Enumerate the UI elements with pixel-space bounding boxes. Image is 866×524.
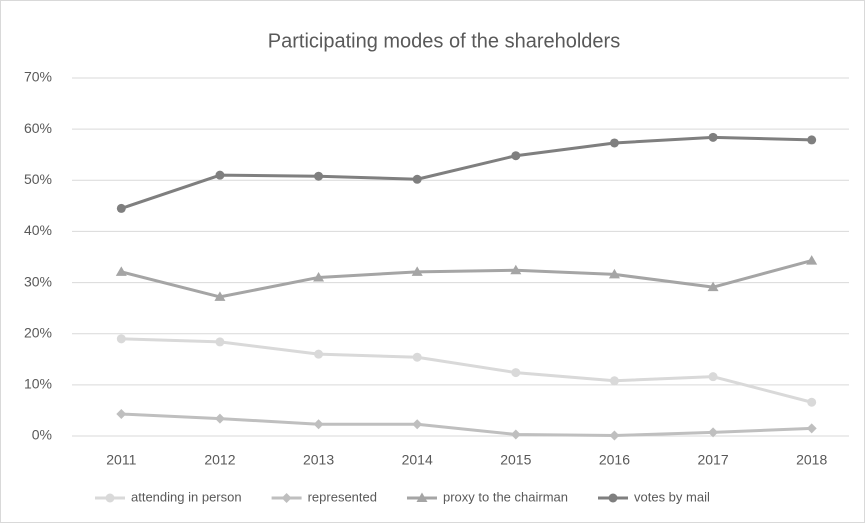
data-point [609,430,620,441]
data-point [115,266,127,276]
data-point [214,413,225,424]
x-tick-label: 2015 [500,452,531,468]
data-point [412,352,422,362]
data-point [116,334,126,344]
legend: attending in person represented proxy to t… [95,489,710,504]
x-tick-label: 2017 [697,452,728,468]
data-point [510,264,522,275]
data-point [411,266,423,276]
data-point [806,423,817,434]
data-point [511,368,521,378]
y-tick-label: 60% [24,120,52,136]
data-point [313,271,325,282]
x-tick-label: 2011 [106,452,136,468]
y-tick-label: 70% [24,69,52,85]
data-point [807,397,817,407]
data-point [215,170,225,180]
x-tick-label: 2012 [204,452,235,468]
data-point [608,268,620,279]
y-tick-label: 0% [32,427,52,443]
data-point [511,151,521,161]
series-line [120,259,813,299]
y-tick-label: 10% [24,376,52,392]
data-point [314,349,324,359]
y-tick-label: 20% [24,324,52,340]
data-point [510,429,521,440]
legend-label: attending in person [131,489,242,504]
legend-label: votes by mail [634,489,710,504]
data-point [214,291,226,301]
legend-label: proxy to the chairman [443,489,568,504]
data-point [412,419,423,430]
y-tick-label: 30% [24,273,52,289]
x-tick-label: 2013 [303,452,334,468]
data-point [707,281,719,292]
series-line [121,412,812,437]
data-point [215,337,225,347]
data-point [313,419,324,430]
series-line [120,135,812,210]
legend-marker [608,493,618,503]
legend-marker [105,493,115,503]
data-point [609,376,619,386]
data-point [708,427,719,438]
chart-title: Participating modes of the shareholders [268,30,620,52]
series-line [121,337,813,404]
x-tick-label: 2014 [402,452,433,468]
legend-label: represented [308,489,377,504]
legend-marker [416,492,428,502]
data-point [116,409,127,420]
data-point [609,138,619,148]
data-point [314,171,324,181]
data-point [116,203,126,213]
data-point [708,132,718,142]
data-point [806,255,818,265]
y-tick-label: 50% [24,171,52,187]
legend-marker [281,493,292,503]
y-tick-label: 40% [24,222,52,238]
data-point [807,135,817,145]
data-point [412,174,422,184]
data-point [708,372,718,382]
x-tick-label: 2016 [599,452,630,468]
x-tick-label: 2018 [796,452,827,468]
